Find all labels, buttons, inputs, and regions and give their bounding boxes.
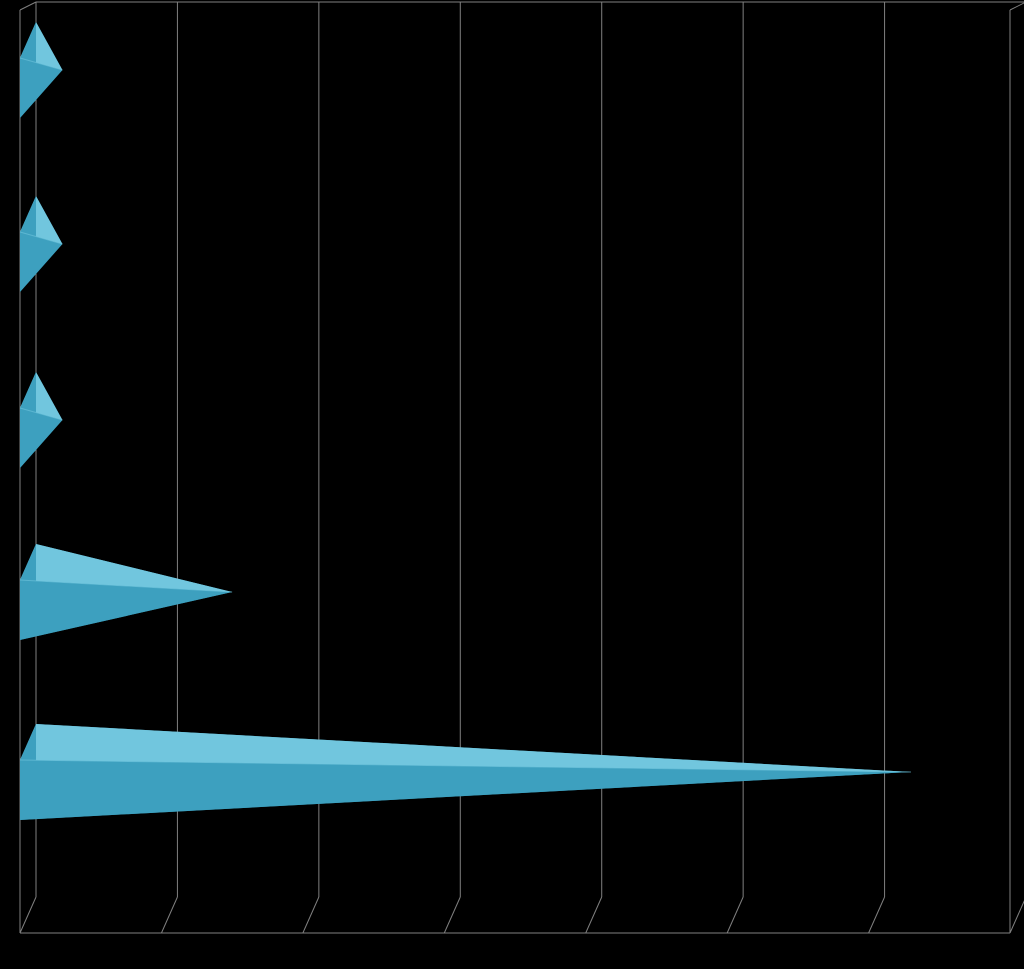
cone-bar-chart — [0, 0, 1024, 969]
